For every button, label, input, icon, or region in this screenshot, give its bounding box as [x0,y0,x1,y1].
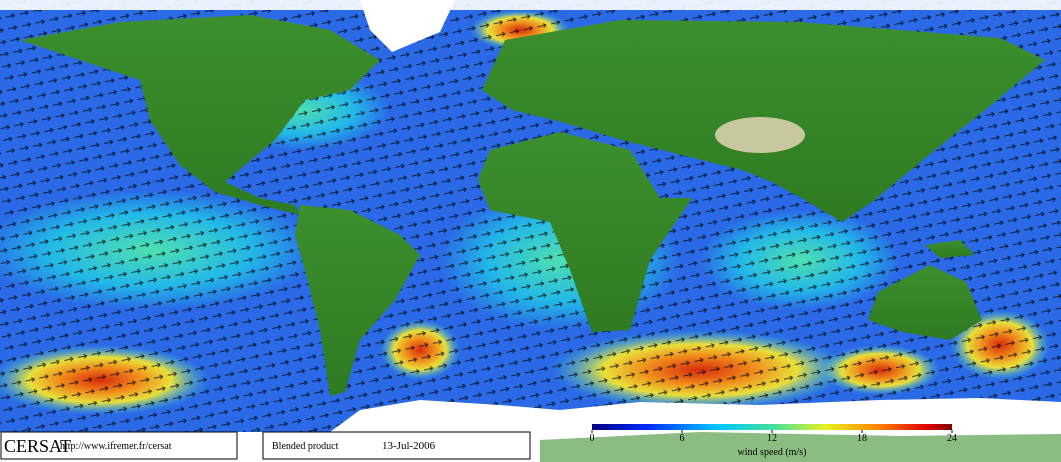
colorbar-tick-label: 24 [947,433,957,444]
ice [0,0,1061,432]
product-box: Blended product 13-Jul-2006 [262,431,531,460]
colorbar-tick-label: 0 [590,433,595,444]
antarctic-land [540,432,1061,462]
product-name: Blended product [272,441,339,452]
colorbar: 0 6 12 18 24 wind speed (m/s) [590,424,957,458]
product-date: 13-Jul-2006 [382,440,436,452]
colorbar-tick-label: 18 [857,433,867,444]
colorbar-label: wind speed (m/s) [738,447,807,458]
colorbar-gradient [592,424,952,430]
url: http://www.ifremer.fr/cersat [60,441,172,452]
colorbar-tick-label: 12 [767,433,777,444]
logo-box: CERSAT http://www.ifremer.fr/cersat [0,431,238,460]
logo: CERSAT [4,436,71,456]
land [20,15,1045,396]
colorbar-tick-label: 6 [680,433,685,444]
